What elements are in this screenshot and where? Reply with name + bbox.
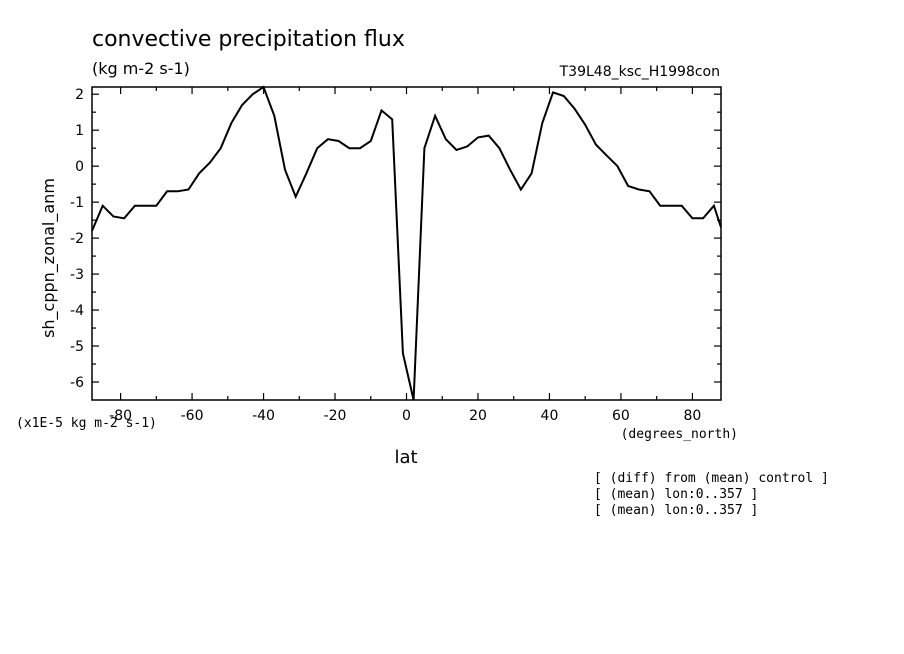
x-tick-label: 0: [402, 408, 411, 424]
tick-labels: -80 -60 -40 -20 0 20 40 60 80 -6 -5 -4 -3 -2 -1 0 1 2: [70, 87, 701, 424]
annotation-mean-lon-1: [ (mean) lon:0..357 ]: [594, 487, 758, 502]
y-tick-label: -3: [70, 267, 84, 283]
x-tick-label: 80: [683, 408, 701, 424]
y-axis-label: sh_cppn_zonal_anm: [39, 178, 59, 338]
y-tick-label: -6: [70, 375, 84, 391]
x-axis-units: (degrees_north): [621, 427, 738, 442]
y-tick-label: -1: [70, 195, 84, 211]
x-axis-label: lat: [394, 447, 417, 468]
chart-subtitle: (kg m-2 s-1): [92, 59, 190, 78]
x-tick-label: 20: [469, 408, 487, 424]
y-tick-label: 0: [75, 159, 84, 175]
y-tick-label: -5: [70, 339, 84, 355]
run-label: T39L48_ksc_H1998con: [559, 64, 720, 80]
x-tick-label: -20: [324, 408, 347, 424]
x-tick-label: -60: [181, 408, 204, 424]
axis-ticks: [92, 87, 721, 400]
x-tick-label: -40: [252, 408, 275, 424]
y-tick-label: -2: [70, 231, 84, 247]
y-scale-note: (x1E-5 kg m-2 s-1): [16, 416, 157, 431]
y-tick-label: 1: [75, 123, 84, 139]
chart-title: convective precipitation flux: [92, 27, 405, 52]
y-tick-label: 2: [75, 87, 84, 103]
x-tick-label: -80: [109, 408, 132, 424]
x-tick-label: 60: [612, 408, 630, 424]
y-tick-label: -4: [70, 303, 84, 319]
annotation-mean-lon-2: [ (mean) lon:0..357 ]: [594, 503, 758, 518]
x-tick-label: 40: [541, 408, 559, 424]
annotation-diff: [ (diff) from (mean) control ]: [594, 471, 829, 486]
plot-frame: [91, 86, 722, 401]
series-line: [91, 85, 722, 401]
